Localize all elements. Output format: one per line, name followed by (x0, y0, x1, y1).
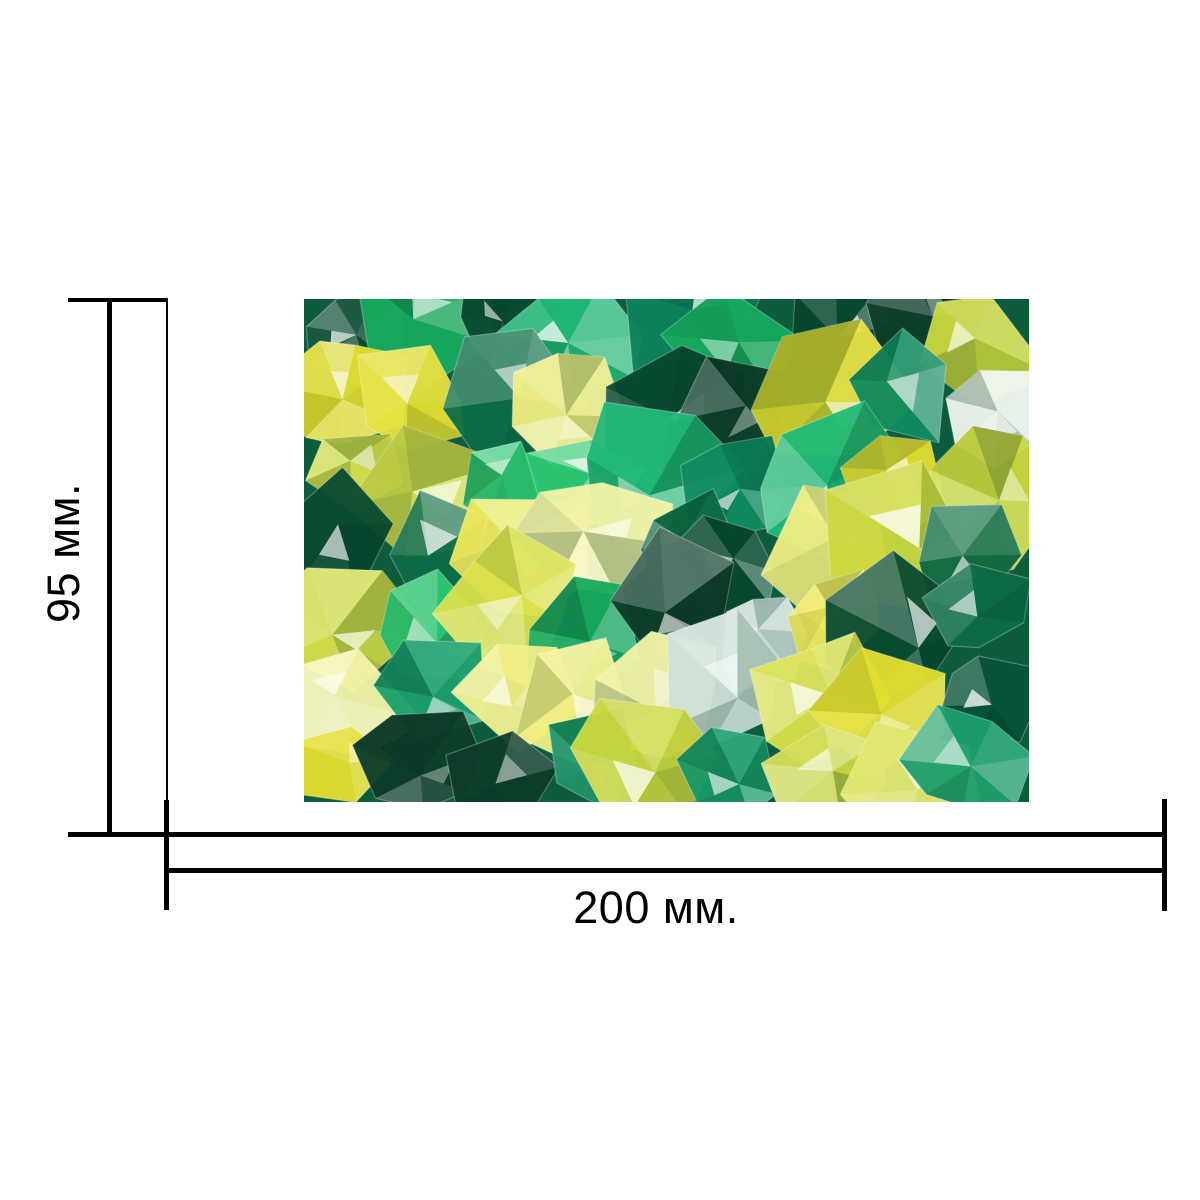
height-dim-line (107, 298, 112, 837)
width-dimension-label: 200 мм. (573, 882, 739, 933)
width-dim-right-tick (1162, 799, 1167, 911)
left-extension-line (166, 300, 168, 802)
width-dim-line (166, 868, 1166, 873)
acrylic-crystals-photo (304, 299, 1029, 802)
height-dimension-label: 95 мм. (38, 483, 89, 623)
width-dim-left-tick (164, 800, 169, 910)
bottom-extension-line (68, 832, 1167, 837)
height-dim-top-tick (68, 298, 168, 302)
